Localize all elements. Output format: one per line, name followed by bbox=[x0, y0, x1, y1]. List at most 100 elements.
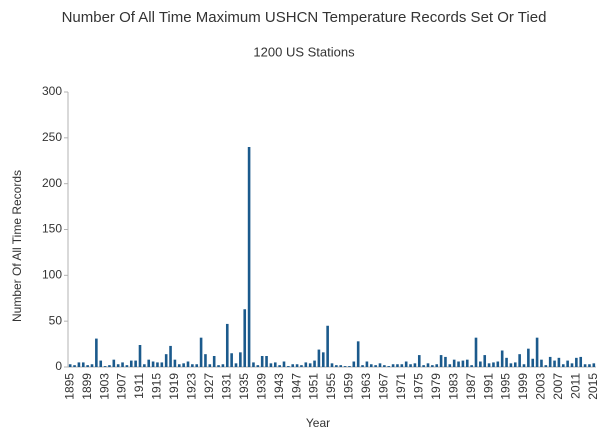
x-tick-label: 2011 bbox=[569, 373, 583, 399]
x-tick-label: 1979 bbox=[429, 373, 443, 400]
bar bbox=[182, 363, 185, 367]
bar bbox=[191, 364, 194, 367]
bar bbox=[400, 364, 404, 367]
bar bbox=[448, 364, 452, 367]
bar bbox=[435, 364, 439, 367]
x-tick-label: 1987 bbox=[464, 373, 478, 400]
y-tick-label: 150 bbox=[42, 222, 62, 236]
y-tick-label: 50 bbox=[49, 313, 63, 327]
bar bbox=[239, 352, 242, 367]
bar bbox=[317, 349, 321, 367]
y-axis-label: Number Of All Time Records bbox=[10, 170, 24, 322]
x-tick-label: 2007 bbox=[551, 373, 565, 400]
bar bbox=[439, 355, 443, 367]
x-tick-label: 1939 bbox=[254, 373, 268, 400]
bar bbox=[330, 363, 334, 367]
bar bbox=[575, 357, 578, 367]
x-tick-label: 1959 bbox=[342, 373, 356, 400]
x-tick-label: 1967 bbox=[377, 373, 391, 400]
bar bbox=[452, 359, 456, 367]
x-tick-label: 1927 bbox=[202, 373, 216, 400]
bar bbox=[426, 363, 430, 367]
x-tick-label: 1999 bbox=[516, 373, 530, 400]
bar bbox=[129, 360, 133, 367]
bar bbox=[225, 323, 229, 367]
bar bbox=[343, 366, 347, 367]
bar bbox=[160, 362, 164, 367]
bar bbox=[313, 360, 316, 367]
bar bbox=[77, 362, 81, 367]
bar bbox=[121, 362, 124, 367]
x-tick-label: 1931 bbox=[219, 373, 233, 400]
bar bbox=[217, 365, 220, 367]
bar bbox=[108, 365, 111, 367]
bar bbox=[86, 365, 89, 367]
bar bbox=[95, 338, 98, 367]
bar bbox=[230, 353, 233, 367]
bar bbox=[269, 363, 273, 367]
bar bbox=[457, 361, 460, 367]
bar bbox=[212, 356, 216, 367]
x-tick-label: 1963 bbox=[359, 373, 373, 400]
bar bbox=[531, 358, 535, 367]
x-tick-label: 1919 bbox=[167, 373, 181, 400]
bar bbox=[177, 364, 181, 367]
bar bbox=[186, 361, 190, 367]
bar bbox=[138, 345, 142, 367]
bar bbox=[570, 363, 574, 367]
bar bbox=[483, 355, 487, 367]
bar bbox=[492, 362, 495, 367]
x-tick-label: 1935 bbox=[237, 373, 251, 400]
bar bbox=[540, 359, 543, 367]
x-tick-label: 1915 bbox=[150, 373, 164, 400]
bar bbox=[465, 359, 469, 367]
bar bbox=[422, 365, 425, 367]
bar bbox=[505, 357, 508, 367]
bar bbox=[513, 362, 517, 367]
x-tick-label: 1951 bbox=[307, 373, 321, 400]
bar bbox=[308, 363, 312, 367]
bar bbox=[544, 365, 548, 367]
bar bbox=[417, 355, 421, 367]
x-tick-label: 1895 bbox=[62, 373, 76, 400]
bar bbox=[387, 366, 391, 367]
bar bbox=[339, 365, 343, 367]
bar bbox=[369, 364, 373, 367]
bar bbox=[496, 361, 500, 367]
bar bbox=[134, 360, 137, 367]
x-tick-label: 1991 bbox=[481, 373, 495, 400]
bar bbox=[73, 365, 76, 367]
x-tick-label: 1903 bbox=[97, 373, 111, 400]
x-tick-label: 1983 bbox=[446, 373, 460, 400]
bar bbox=[335, 365, 338, 367]
x-tick-label: 1943 bbox=[272, 373, 286, 400]
bar bbox=[553, 360, 556, 367]
bar bbox=[413, 363, 417, 367]
bar bbox=[479, 361, 482, 367]
bar bbox=[431, 365, 434, 367]
x-tick-label: 1971 bbox=[394, 373, 408, 400]
bar bbox=[566, 360, 569, 367]
bar bbox=[391, 364, 395, 367]
x-tick-label: 1995 bbox=[499, 373, 513, 400]
bar bbox=[143, 364, 146, 367]
bar bbox=[300, 365, 303, 367]
bar bbox=[112, 359, 116, 367]
bar bbox=[461, 360, 465, 367]
bar bbox=[487, 363, 491, 367]
bar bbox=[321, 352, 325, 367]
bar bbox=[147, 359, 151, 367]
bar bbox=[221, 364, 225, 367]
bar bbox=[404, 361, 408, 367]
x-tick-label: 1975 bbox=[411, 373, 425, 400]
bar bbox=[68, 364, 72, 367]
bar bbox=[260, 356, 264, 367]
bar bbox=[500, 350, 504, 367]
bar bbox=[90, 364, 94, 367]
bar bbox=[396, 364, 399, 367]
y-tick-label: 100 bbox=[42, 268, 62, 282]
bar bbox=[103, 366, 107, 367]
y-tick-label: 200 bbox=[42, 176, 62, 190]
bar bbox=[151, 361, 155, 367]
